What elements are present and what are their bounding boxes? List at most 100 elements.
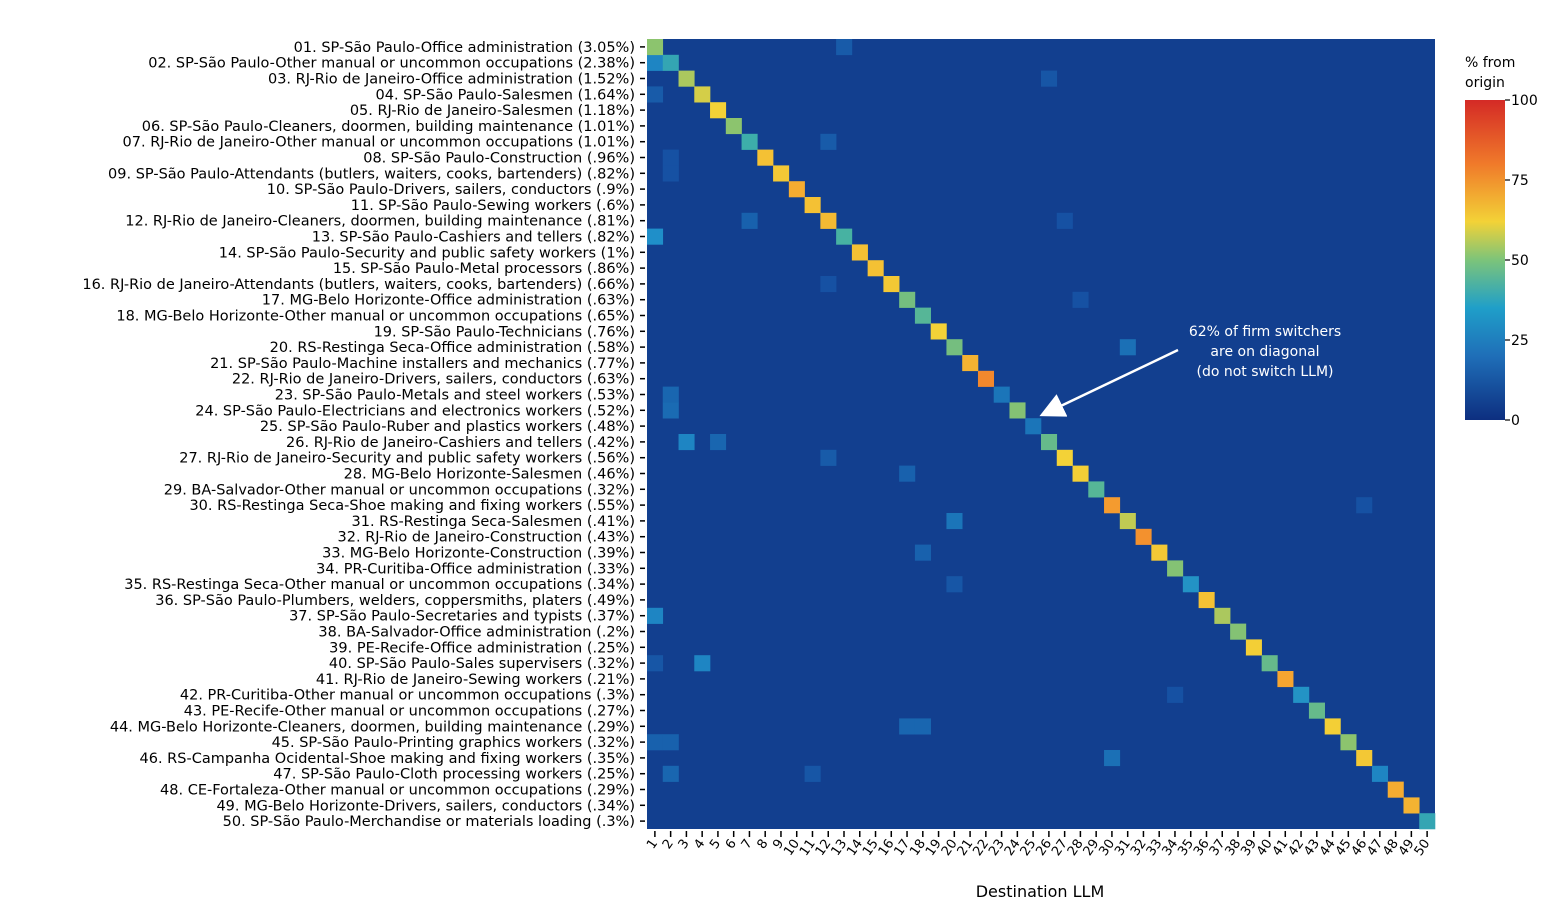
y-tick-label: 38. BA-Salvador-Office administration (.… bbox=[318, 625, 635, 641]
heatmap-cell bbox=[694, 655, 711, 672]
y-tick-label: 05. RJ-Rio de Janeiro-Salesmen (1.18%) bbox=[350, 103, 635, 119]
x-tick-label: 2 bbox=[660, 837, 677, 852]
y-tick-label: 50. SP-São Paulo-Merchandise or material… bbox=[223, 814, 635, 830]
heatmap-cell bbox=[647, 607, 664, 624]
y-tick-label: 46. RS-Campanha Ocidental-Shoe making an… bbox=[140, 751, 635, 767]
y-tick-label: 45. SP-São Paulo-Printing graphics worke… bbox=[272, 735, 635, 751]
heatmap-diagonal-cell bbox=[710, 102, 727, 119]
heatmap-diagonal-cell bbox=[1119, 513, 1136, 530]
heatmap-diagonal-cell bbox=[1340, 734, 1357, 751]
heatmap-diagonal-cell bbox=[1230, 623, 1247, 640]
y-tick-label: 04. SP-São Paulo-Salesmen (1.64%) bbox=[376, 87, 636, 103]
heatmap-cell bbox=[914, 718, 931, 735]
y-tick-label: 42. PR-Curitiba-Other manual or uncommon… bbox=[180, 688, 635, 704]
heatmap-cell bbox=[662, 149, 679, 166]
colorbar-tick-label: 0 bbox=[1511, 413, 1520, 429]
heatmap-cell bbox=[662, 402, 679, 419]
y-tick-label: 09. SP-São Paulo-Attendants (butlers, wa… bbox=[108, 166, 635, 182]
x-tick-label: 3 bbox=[676, 837, 693, 852]
heatmap-diagonal-cell bbox=[804, 197, 821, 214]
heatmap-cell bbox=[647, 228, 664, 245]
heatmap-cell bbox=[899, 718, 916, 735]
heatmap-diagonal-cell bbox=[1356, 750, 1373, 767]
heatmap-diagonal-cell bbox=[662, 54, 679, 71]
y-tick-label: 44. MG-Belo Horizonte-Cleaners, doormen,… bbox=[110, 719, 635, 735]
y-tick-label: 23. SP-São Paulo-Metals and steel worker… bbox=[275, 388, 635, 404]
heatmap-cell bbox=[914, 544, 931, 561]
heatmap-diagonal-cell bbox=[1041, 434, 1058, 451]
colorbar: % from origin 100 75 50 25 0 bbox=[1465, 55, 1538, 429]
heatmap-diagonal-cell bbox=[820, 212, 837, 229]
heatmap-cell bbox=[662, 734, 679, 751]
heatmap-diagonal-cell bbox=[1403, 797, 1420, 814]
y-tick-label: 49. MG-Belo Horizonte-Drivers, sailers, … bbox=[216, 798, 635, 814]
heatmap-cell bbox=[946, 513, 963, 530]
heatmap-diagonal-cell bbox=[962, 355, 979, 372]
colorbar-title-line-2: origin bbox=[1465, 75, 1505, 91]
y-tick-label: 39. PE-Recife-Office administration (.25… bbox=[329, 640, 635, 656]
heatmap-diagonal-cell bbox=[773, 165, 790, 182]
y-tick-label: 36. SP-São Paulo-Plumbers, welders, copp… bbox=[155, 593, 635, 609]
y-tick-label: 21. SP-São Paulo-Machine installers and … bbox=[210, 356, 635, 372]
annotation-line-1: 62% of firm switchers bbox=[1189, 324, 1341, 340]
heatmap-diagonal-cell bbox=[1088, 481, 1105, 498]
y-tick-label: 06. SP-São Paulo-Cleaners, doormen, buil… bbox=[142, 119, 635, 135]
heatmap-diagonal-cell bbox=[788, 181, 805, 198]
colorbar-ticks: 100 75 50 25 0 bbox=[1505, 93, 1538, 429]
heatmap-cell bbox=[710, 434, 727, 451]
heatmap-cell bbox=[946, 576, 963, 593]
heatmap-diagonal-cell bbox=[1072, 465, 1089, 482]
heatmap-cell bbox=[662, 765, 679, 782]
colorbar-tick-label: 50 bbox=[1511, 253, 1529, 269]
y-tick-label: 24. SP-São Paulo-Electricians and electr… bbox=[195, 403, 635, 419]
y-tick-label: 19. SP-São Paulo-Technicians (.76%) bbox=[374, 324, 635, 340]
y-tick-label: 40. SP-São Paulo-Sales supervisers (.32%… bbox=[329, 656, 635, 672]
y-tick-label: 35. RS-Restinga Seca-Other manual or unc… bbox=[124, 577, 635, 593]
heatmap-cell bbox=[1072, 291, 1089, 308]
y-tick-label: 29. BA-Salvador-Other manual or uncommon… bbox=[164, 482, 635, 498]
heatmap-diagonal-cell bbox=[1387, 781, 1404, 798]
y-tick-label: 01. SP-São Paulo-Office administration (… bbox=[294, 40, 635, 56]
y-tick-label: 03. RJ-Rio de Janeiro-Office administrat… bbox=[268, 72, 635, 88]
y-tick-label: 47. SP-São Paulo-Cloth processing worker… bbox=[273, 767, 635, 783]
heatmap-cell bbox=[741, 212, 758, 229]
heatmap-diagonal-cell bbox=[1151, 544, 1168, 561]
heatmap-cell bbox=[1104, 750, 1121, 767]
heatmap-diagonal-cell bbox=[1277, 671, 1294, 688]
y-axis-labels: 01. SP-São Paulo-Office administration (… bbox=[82, 40, 645, 830]
diagonal-annotation: 62% of firm switchers are on diagonal (d… bbox=[1039, 324, 1341, 417]
heatmap-cell bbox=[1119, 339, 1136, 356]
heatmap-diagonal-cell bbox=[1245, 639, 1262, 656]
x-tick-label: 5 bbox=[707, 837, 724, 852]
heatmap-diagonal-cell bbox=[836, 228, 853, 245]
heatmap-cell bbox=[1041, 70, 1058, 87]
heatmap-diagonal-cell bbox=[883, 276, 900, 293]
y-tick-label: 30. RS-Restinga Seca-Shoe making and fix… bbox=[189, 498, 635, 514]
heatmap-cell bbox=[804, 765, 821, 782]
x-tick-label: 7 bbox=[739, 837, 756, 852]
heatmap-cell bbox=[647, 86, 664, 103]
heatmap-cell bbox=[647, 734, 664, 751]
heatmap-cell bbox=[899, 465, 916, 482]
heatmap-diagonal-cell bbox=[1009, 402, 1026, 419]
heatmap-diagonal-cell bbox=[1167, 560, 1184, 577]
y-tick-label: 14. SP-São Paulo-Security and public saf… bbox=[219, 245, 635, 261]
y-tick-label: 10. SP-São Paulo-Drivers, sailers, condu… bbox=[267, 182, 635, 198]
y-tick-label: 26. RJ-Rio de Janeiro-Cashiers and telle… bbox=[286, 435, 635, 451]
heatmap-diagonal-cell bbox=[1261, 655, 1278, 672]
heatmap-cell bbox=[1356, 497, 1373, 514]
x-tick-label: 6 bbox=[723, 837, 740, 852]
y-tick-label: 41. RJ-Rio de Janeiro-Sewing workers (.2… bbox=[316, 672, 635, 688]
colorbar-tick-label: 25 bbox=[1511, 333, 1529, 349]
heatmap-diagonal-cell bbox=[1198, 592, 1215, 609]
heatmap-diagonal-cell bbox=[647, 39, 664, 56]
heatmap-diagonal-cell bbox=[977, 370, 995, 387]
heatmap-cell bbox=[662, 386, 679, 403]
heatmap-cell bbox=[662, 165, 679, 182]
y-tick-label: 31. RS-Restinga Seca-Salesmen (.41%) bbox=[352, 514, 636, 530]
annotation-arrow bbox=[1039, 348, 1179, 417]
x-tick-label: 4 bbox=[691, 837, 708, 852]
colorbar-tick-label: 100 bbox=[1511, 93, 1538, 109]
x-tick-label: 50 bbox=[1412, 837, 1434, 859]
